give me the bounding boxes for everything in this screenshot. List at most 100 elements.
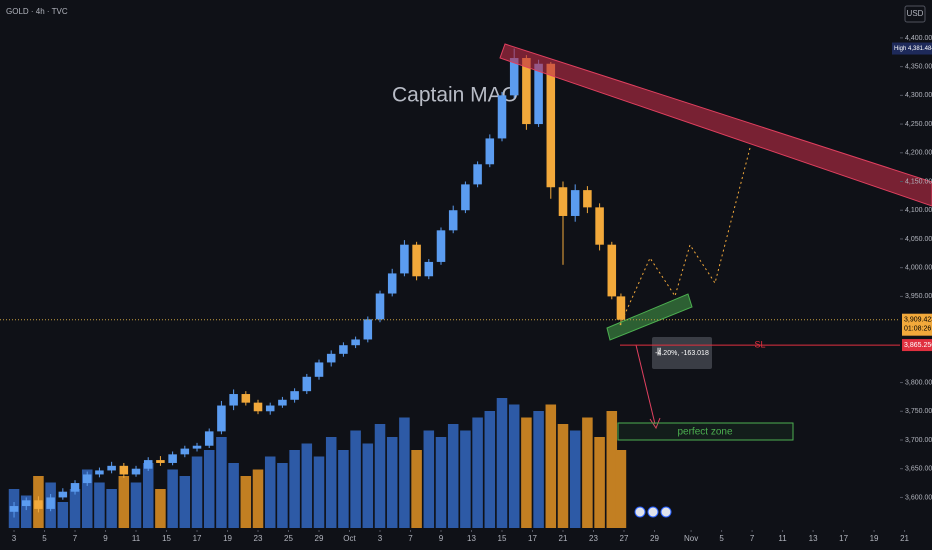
y-tick-label: 4,000.000 [905,265,932,272]
volume-bar [20,495,32,528]
volume-bar [362,443,374,528]
x-tick-label: 5 [42,534,47,543]
currency-box[interactable] [904,5,926,23]
volume-bar [142,463,154,528]
arrow-head [649,417,661,430]
y-tick-label: 4,250.000 [905,121,932,128]
trend-channel[interactable] [499,43,932,207]
x-tick-label: 7 [750,534,755,543]
countdown: 01:08:26 [904,326,931,333]
down-arrow[interactable] [635,344,656,425]
support-zone[interactable] [606,293,693,341]
candle-body [107,465,116,471]
event-icon[interactable] [647,506,659,518]
x-tick-label: 7 [73,534,78,543]
volume-bar [167,469,178,528]
x-tick-label: 23 [254,534,263,543]
volume-bar [350,430,361,528]
projection-path[interactable] [619,147,751,326]
volume-bar [155,489,166,528]
x-tick-label: 21 [559,534,568,543]
volume-bar [106,489,117,528]
candle-body [34,500,43,509]
candle-body [509,58,519,96]
high-name: High [894,46,906,52]
candle-body [607,244,617,297]
volume-bar [447,424,459,528]
candle-body [522,58,531,125]
target-label: perfect zone [677,427,732,438]
volume-bar [216,437,227,528]
candle-body [326,353,336,363]
currency[interactable]: USD [907,9,924,18]
volume-bar [594,437,605,528]
volume-bar [240,476,252,528]
candle-body [339,345,348,354]
volume-bar [484,411,496,528]
candle-body [229,394,238,406]
candle-body [204,431,214,446]
x-tick-label: 21 [900,534,909,543]
target-zone[interactable] [617,422,794,441]
x-tick-label: 11 [132,534,141,543]
volume-bar [606,411,618,528]
volume-bar [69,489,81,528]
candle-body [534,63,543,125]
measure-icon: ⫴ [657,348,661,359]
y-tick-label: 3,800.000 [905,379,932,386]
candle-body [595,207,604,245]
volume-bar [472,417,483,528]
volume-bar [264,456,276,528]
y-tick-label: 3,600.000 [905,494,932,501]
candle-body [131,468,141,475]
candle-body [217,405,226,432]
volume-bar [569,430,581,528]
drawings: ⫴ [499,43,932,518]
volume-bar [386,437,398,528]
volume-bar [435,437,447,528]
candle-body [363,319,373,340]
volume-bar [557,424,569,528]
candle-body [497,95,507,139]
candle-body [9,506,19,512]
volume-bar [582,417,593,528]
y-tick-label: 4,350.000 [905,63,932,70]
candle-body [95,470,104,475]
high-box [892,42,932,55]
candle-body [156,460,165,463]
x-tick-label: 19 [870,534,879,543]
candle-body [119,465,129,475]
volume-bar [615,450,627,528]
stop-loss-label: 3,865.256 [904,342,932,349]
x-tick-label: Nov [684,534,698,543]
candle-body [412,244,421,277]
event-icon[interactable] [660,506,672,518]
candle-body [387,273,397,294]
y-tick-label: 4,050.000 [905,236,932,243]
candle-body [46,497,55,509]
x-tick-label: 25 [284,534,293,543]
volume-bar [325,437,337,528]
x-tick-label: 19 [223,534,232,543]
candle-body [400,244,409,274]
symbol-title: GOLD · 4h · TVC [6,7,68,16]
volume-bar [533,411,544,528]
volume-bar [374,424,386,528]
candle-body [143,460,153,469]
candle-body [314,362,324,377]
y-tick-label: 3,950.000 [905,293,932,300]
event-icon[interactable] [634,506,646,518]
x-tick-label: 9 [439,534,444,543]
measure-label: -4.20%, -163.018 [655,350,709,357]
x-tick-label: 13 [467,534,476,543]
volume-bar [203,450,215,528]
volume-bar [301,443,313,528]
last-price-label: 3,909.423 [904,317,932,324]
volume-bar [313,456,325,528]
candle-body [351,339,360,346]
x-tick-label: 9 [103,534,108,543]
candle-body [70,483,80,492]
candle-body [473,164,482,185]
y-tick-label: 4,150.000 [905,178,932,185]
